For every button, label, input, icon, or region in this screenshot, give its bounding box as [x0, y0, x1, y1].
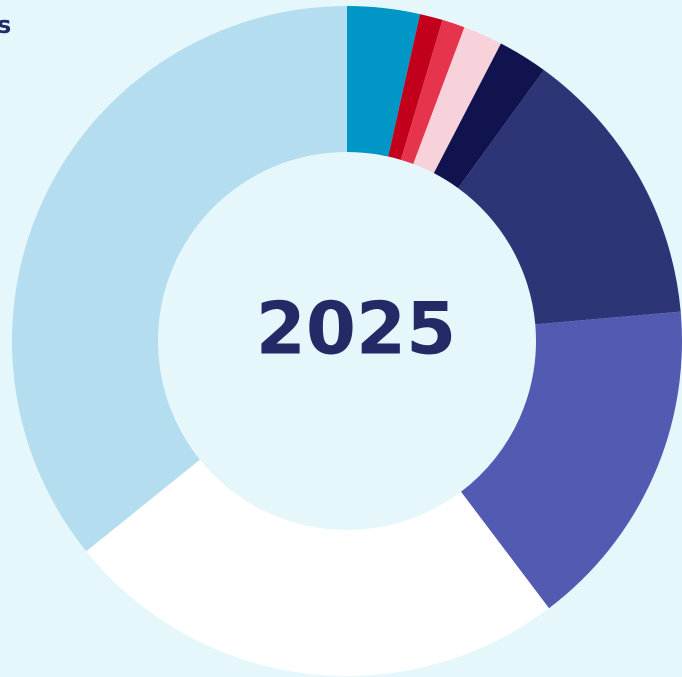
- donut-slice: [460, 311, 682, 609]
- donut-slice: [433, 43, 544, 189]
- donut-slice: [347, 6, 421, 157]
- chart-title: s: [0, 11, 11, 39]
- donut-slice: [413, 27, 501, 174]
- donut-slice: [458, 69, 681, 325]
- donut-slice: [388, 14, 443, 160]
- center-label: 2025: [256, 287, 456, 371]
- donut-slice: [11, 6, 347, 552]
- donut-slice: [86, 459, 549, 676]
- donut-slice: [400, 19, 465, 164]
- donut: [11, 6, 682, 676]
